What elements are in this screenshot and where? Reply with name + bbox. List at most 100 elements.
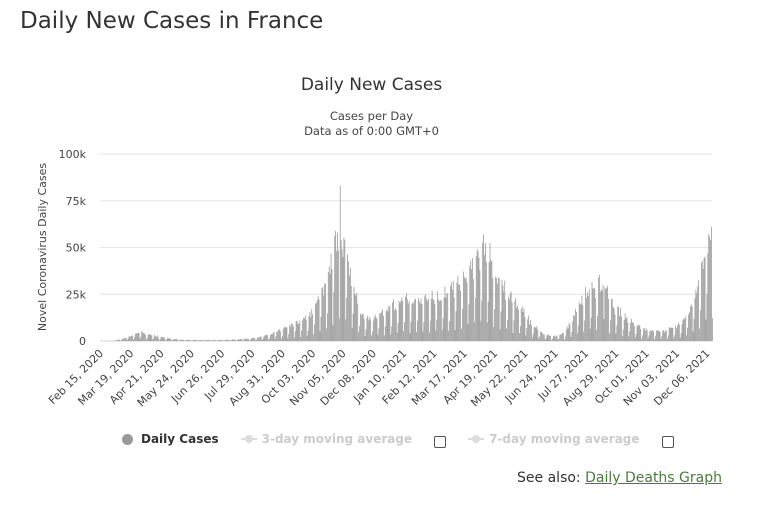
bar xyxy=(592,288,594,341)
bar xyxy=(397,323,399,341)
bar xyxy=(472,258,473,341)
bar xyxy=(542,333,543,341)
bar xyxy=(145,334,146,341)
bar xyxy=(486,322,488,341)
bar xyxy=(692,331,694,341)
bar xyxy=(552,338,553,341)
bar xyxy=(172,340,174,341)
bar xyxy=(517,305,518,341)
bar xyxy=(336,251,337,341)
bar xyxy=(392,302,393,341)
bar xyxy=(260,336,262,341)
bar xyxy=(355,295,357,341)
bar xyxy=(449,321,450,341)
bar xyxy=(394,308,396,341)
chart-bars xyxy=(101,185,713,341)
bar xyxy=(635,334,637,341)
bar xyxy=(447,293,449,341)
bar xyxy=(657,330,659,341)
bar xyxy=(499,329,501,341)
bar xyxy=(319,331,321,341)
bar xyxy=(413,303,415,341)
bar xyxy=(617,306,619,341)
bar xyxy=(296,320,298,341)
bar xyxy=(493,327,495,341)
legend-daily-cases[interactable]: Daily Cases xyxy=(122,432,219,446)
bar xyxy=(259,336,261,341)
bar xyxy=(186,339,188,341)
bar xyxy=(639,325,641,341)
bar xyxy=(316,299,318,341)
bar xyxy=(621,316,622,341)
bar xyxy=(167,337,168,341)
bar xyxy=(285,326,287,341)
bar xyxy=(538,338,540,341)
bar xyxy=(353,286,355,341)
bar xyxy=(566,326,568,341)
bar xyxy=(496,283,498,341)
bar xyxy=(645,328,647,341)
bar xyxy=(555,335,557,341)
bar xyxy=(606,288,608,341)
bar xyxy=(663,330,665,341)
bar xyxy=(509,293,511,341)
bar xyxy=(339,185,341,341)
bar xyxy=(670,327,672,341)
bar xyxy=(299,320,301,341)
legend-ma7[interactable]: 7-day moving average xyxy=(468,430,674,448)
bar xyxy=(484,254,485,341)
bar xyxy=(693,319,695,341)
bar xyxy=(508,296,509,341)
bar xyxy=(257,337,258,341)
bar xyxy=(219,339,221,341)
see-also: See also: Daily Deaths Graph xyxy=(517,470,722,486)
bar xyxy=(295,321,297,341)
bar xyxy=(201,340,202,341)
bar xyxy=(291,323,292,341)
bar xyxy=(609,332,610,341)
bar xyxy=(450,285,451,341)
bar xyxy=(545,338,547,341)
bar xyxy=(476,249,478,341)
ma3-checkbox[interactable] xyxy=(434,436,447,448)
ma7-checkbox[interactable] xyxy=(661,436,674,448)
bar xyxy=(536,326,538,341)
bar xyxy=(565,329,567,341)
daily-deaths-link[interactable]: Daily Deaths Graph xyxy=(585,470,722,486)
bar xyxy=(149,334,151,341)
bar xyxy=(419,303,421,341)
bar xyxy=(675,325,677,341)
bar xyxy=(394,310,395,341)
bar xyxy=(572,321,574,341)
bar xyxy=(331,268,333,341)
bar xyxy=(587,292,588,341)
bar xyxy=(348,261,349,341)
bar xyxy=(185,340,187,341)
bar xyxy=(668,327,670,341)
bar xyxy=(258,337,260,341)
bar xyxy=(453,297,455,341)
bar xyxy=(524,317,526,341)
bar xyxy=(451,282,452,341)
bar xyxy=(246,338,247,341)
bar xyxy=(500,311,502,341)
bar xyxy=(335,230,337,341)
bar xyxy=(269,338,270,341)
bar xyxy=(452,281,454,341)
bar xyxy=(122,338,123,341)
bar xyxy=(642,335,643,341)
bar xyxy=(254,338,256,341)
bar xyxy=(462,271,464,341)
bar xyxy=(158,340,160,341)
bar xyxy=(426,298,427,341)
bar xyxy=(465,277,467,341)
bar xyxy=(332,324,334,341)
bar xyxy=(601,290,603,341)
bar xyxy=(166,339,167,341)
bar xyxy=(209,340,211,341)
bar xyxy=(391,326,393,341)
bar xyxy=(487,301,489,341)
bar xyxy=(423,322,425,341)
bar xyxy=(707,253,709,341)
legend-ma3[interactable]: 3-day moving average xyxy=(240,430,447,448)
